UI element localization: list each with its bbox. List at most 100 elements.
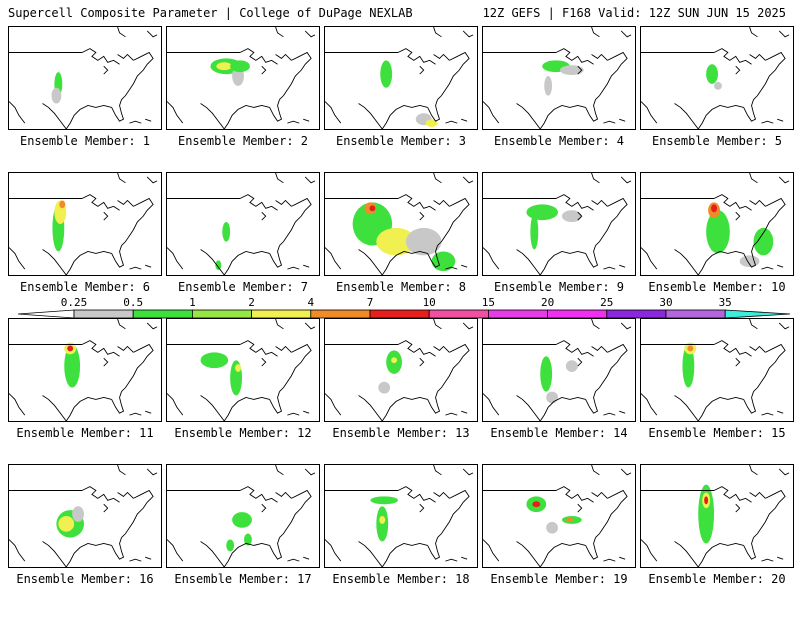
panel-map — [640, 172, 794, 276]
panel-map — [482, 172, 636, 276]
basemap-line — [445, 120, 458, 124]
colorbar-tick-label: 15 — [482, 296, 495, 309]
ensemble-member-panel: Ensemble Member: 4 — [482, 26, 636, 180]
basemap-line — [325, 393, 342, 416]
panel-label: Ensemble Member: 5 — [651, 134, 783, 148]
basemap-line — [167, 393, 184, 416]
basemap-line — [103, 503, 109, 513]
basemap-line — [279, 51, 312, 100]
panel-map — [8, 318, 162, 422]
basemap-line — [111, 391, 125, 414]
panel-map — [640, 318, 794, 422]
basemap-line — [65, 542, 112, 567]
scp-contour-area — [687, 345, 694, 352]
scp-contour-area — [230, 60, 250, 73]
basemap-line — [304, 322, 316, 330]
ensemble-member-panel: Ensemble Member: 1 — [8, 26, 162, 180]
basemap-line — [595, 489, 628, 538]
colorbar-left-arrow — [17, 309, 75, 319]
scp-contour-area — [59, 200, 66, 209]
basemap-line — [603, 412, 616, 416]
basemap-line — [42, 395, 67, 421]
scp-contour-area — [378, 381, 391, 394]
basemap-line — [461, 556, 468, 560]
colorbar-segment — [665, 309, 726, 319]
basemap-line — [641, 393, 658, 416]
scp-contour-area — [235, 364, 242, 372]
basemap-line — [81, 48, 120, 65]
basemap-line — [279, 343, 312, 392]
colorbar-right-arrow — [724, 309, 791, 319]
scp-contour-area — [376, 506, 389, 542]
basemap-line — [603, 558, 616, 562]
basemap-line — [223, 396, 270, 421]
panel-map — [166, 318, 320, 422]
basemap-line — [121, 197, 154, 246]
ensemble-member-panel: Ensemble Member: 20 — [640, 464, 794, 618]
scp-contour-area — [67, 345, 74, 352]
basemap-line — [555, 48, 594, 65]
colorbar-tick-label: 7 — [367, 296, 374, 309]
basemap-line — [325, 247, 342, 270]
basemap-line — [269, 245, 283, 268]
basemap-line — [591, 173, 600, 184]
basemap-line — [261, 357, 267, 367]
basemap-line — [275, 491, 292, 499]
scp-contour-area — [222, 222, 231, 242]
basemap-line — [287, 266, 300, 270]
scp-contour-area — [546, 521, 559, 534]
basemap-line — [146, 468, 158, 476]
colorbar-tick-label: 25 — [600, 296, 613, 309]
basemap-line — [591, 27, 600, 38]
scp-contour-area — [706, 210, 730, 254]
basemap-line — [577, 503, 583, 513]
run-valid-time: 12Z GEFS | F168 Valid: 12Z SUN JUN 15 20… — [482, 6, 786, 20]
basemap-line — [753, 489, 786, 538]
colorbar-tick-label: 0.5 — [123, 296, 143, 309]
basemap-line — [146, 30, 158, 38]
basemap-line — [239, 194, 278, 211]
scp-contour-area — [544, 76, 553, 96]
basemap-line — [641, 247, 658, 270]
panel-map — [640, 26, 794, 130]
panel-label: Ensemble Member: 11 — [16, 426, 154, 440]
basemap-line — [121, 51, 154, 100]
basemap-line — [713, 340, 752, 357]
scp-contour-area — [370, 496, 399, 505]
basemap-line — [381, 396, 428, 421]
basemap-line — [111, 99, 125, 122]
ensemble-member-panel: Ensemble Member: 5 — [640, 26, 794, 180]
panel-map — [166, 464, 320, 568]
basemap-line — [239, 486, 278, 503]
basemap-line — [358, 541, 383, 567]
panel-map — [482, 464, 636, 568]
basemap-line — [539, 542, 586, 567]
basemap-line — [103, 211, 109, 221]
basemap-line — [65, 104, 112, 129]
basemap-line — [121, 489, 154, 538]
ensemble-member-panel: Ensemble Member: 6 — [8, 172, 162, 326]
panel-label: Ensemble Member: 15 — [648, 426, 786, 440]
basemap-line — [591, 199, 608, 207]
colorbar-tick-label: 30 — [659, 296, 672, 309]
basemap-line — [433, 199, 450, 207]
scp-contour-area — [565, 517, 574, 522]
basemap-line — [595, 343, 628, 392]
scp-contour-area — [376, 227, 416, 256]
panel-map — [324, 464, 478, 568]
basemap-line — [275, 345, 292, 353]
basemap-line — [279, 197, 312, 246]
basemap-line — [275, 319, 284, 330]
panel-label: Ensemble Member: 20 — [648, 572, 786, 586]
basemap-line — [743, 391, 757, 414]
panel-map — [8, 464, 162, 568]
basemap-line — [749, 53, 766, 61]
scp-contour-area — [380, 60, 393, 88]
ensemble-member-panel: Ensemble Member: 13 — [324, 318, 478, 472]
scp-contour-area — [540, 356, 553, 392]
basemap-line — [397, 486, 436, 503]
basemap-line — [303, 410, 310, 414]
basemap-line — [778, 30, 790, 38]
basemap-line — [749, 27, 758, 38]
basemap-line — [595, 51, 628, 100]
